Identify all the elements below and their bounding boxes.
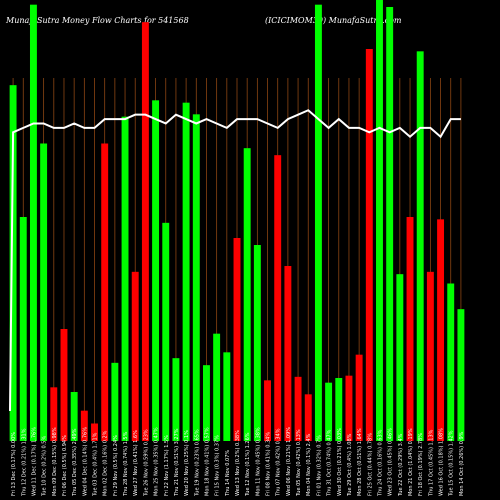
x-tick-label: Tue 29 Oct (0.4%) 1.08% (347, 433, 353, 497)
price-line (9, 109, 461, 412)
x-tick-label: Fri 08 Nov (0.41%) 0.34% (266, 432, 272, 496)
x-tick-label: Wed 27 Nov (0.41%) 1.6% (133, 430, 139, 496)
x-tick-label: Fri 18 Oct (0.19%) 2.78% (418, 433, 424, 496)
x-tick-label: Mon 18 Nov (0.41%) 0.57% (204, 427, 210, 496)
x-tick-label: Mon 04 Nov (0.1%) 2.4% (306, 433, 312, 496)
x-tick-label: Mon 02 Dec (0.16%) 0.2% (103, 430, 109, 496)
bar-down (60, 329, 68, 441)
bar-up (203, 365, 210, 441)
x-tick-label: Thu 12 Dec (0.21%) 1.31% (21, 428, 27, 497)
bar-up (243, 148, 251, 442)
x-tick-label: Thu 24 Oct (0.16%) 0.63% (377, 429, 383, 497)
bar-up (9, 85, 17, 442)
bar-down (304, 394, 312, 441)
bar-up (457, 309, 465, 441)
x-tick-label: Thu 31 Oct (0.74%) 0.47% (327, 429, 333, 497)
x-tick-label: Tue 19 Nov (0.23%) 0.65% (194, 429, 200, 497)
bar-down (274, 155, 282, 442)
site-name: (ICICIMOM30) MunafaSutra.com (265, 16, 402, 25)
bar-up (121, 116, 129, 442)
x-tick-label: Wed 30 Oct (0.21%) 0.03% (337, 428, 343, 496)
bar-up (172, 358, 180, 441)
x-tick-label: Mon 25 Nov (0.35%) 0.47% (154, 427, 160, 496)
x-tick-label: Fri 29 Nov (0.5%) 0.24% (113, 435, 119, 496)
bar-down (50, 387, 58, 441)
bar-up (447, 283, 455, 441)
x-tick-label: Thu 05 Dec (0.35%) 2.49% (72, 428, 78, 497)
x-tick-label: Wed 13 Nov (0.2%) 0.38% (235, 430, 241, 496)
x-tick-label: Mon 14 Oct (0.26%) 0.9% (459, 431, 465, 496)
bar-up (396, 274, 404, 441)
x-tick-label: Wed 23 Oct (0.45%) 0.46% (388, 428, 394, 496)
bar-up (70, 392, 78, 441)
x-tick-label: Wed 11 Dec (0.17%) 1.76% (31, 427, 37, 496)
bar-down (91, 423, 98, 441)
x-tick-label: Fri 22 Nov (1.17%) 1.5% (164, 435, 170, 496)
x-tick-label: Thu 07 Nov (0.42%) 0.34% (276, 428, 282, 497)
bar-up (19, 217, 27, 441)
bar-up (376, 0, 383, 441)
bar-down (345, 375, 353, 441)
bar-up (192, 114, 200, 441)
x-tick-label: Thu 28 Nov (0.74%) 1.5% (123, 431, 129, 497)
x-tick-label: Mon 28 Oct (0.51%) 1.64% (357, 428, 363, 496)
bar-down (406, 217, 414, 441)
x-tick-label: Tue 15 Oct (0.15%) 1.42% (449, 430, 455, 497)
bar-up (416, 51, 424, 441)
bar-up (40, 143, 48, 441)
x-tick-label: Tue 22 Oct (0.29%) 3.4% (398, 433, 404, 497)
bar-down (264, 380, 271, 441)
bar-up (182, 102, 190, 442)
x-tick-label: Thu 17 Oct (0.45%) 1.13% (428, 429, 434, 497)
bar-down (284, 266, 292, 441)
bar-down (437, 219, 445, 441)
x-tick-label: Fri 25 Oct (0.44%) 0.78% (367, 433, 373, 496)
bar-up (325, 382, 333, 441)
x-tick-label: Mon 11 Nov (0.45%) 0.38% (255, 427, 261, 496)
chart-title: MunafaSutra Money Flow Charts for 541568 (6, 16, 189, 25)
bar-down (141, 22, 149, 441)
x-tick-label: Fri 15 Nov (0.3%) 0.37% (215, 435, 221, 496)
x-tick-label: Fri 13 Dec (0.17%) 0.00% (11, 432, 17, 496)
bar-up (335, 378, 343, 441)
x-tick-label: Thu 14 Nov 0.07% (225, 450, 231, 497)
x-tick-label: Tue 10 Dec (0.2%) 0.5% (42, 436, 48, 497)
x-tick-label: Mon 09 Dec (0.15%) 0.98% (52, 427, 58, 496)
x-tick-label: Mon 21 Oct (1.04%) 0.19% (408, 428, 414, 496)
bar-up (314, 4, 322, 441)
x-tick-label: Wed 06 Nov (0.21%) 1.09% (286, 427, 292, 496)
bar-down (233, 238, 241, 441)
bar-up (253, 245, 261, 441)
bar-down (426, 271, 434, 441)
bar-up (29, 4, 37, 441)
x-tick-label: Tue 03 Dec (0.4%) 1.71% (93, 432, 99, 497)
x-tick-label: Wed 04 Dec (0.14%) 0.76% (82, 427, 88, 496)
bar-up (223, 352, 231, 441)
x-tick-label: Wed 20 Nov (0.25%) 0.1% (184, 430, 190, 496)
x-tick-label: Fri 06 Dec (0.5%) 0.94% (62, 435, 68, 496)
bar-down (80, 410, 88, 441)
bar-up (213, 333, 221, 441)
x-tick-label: Fri 01 Nov (0.32%) 0.7% (316, 435, 322, 496)
x-tick-label: Tue 05 Nov (0.42%) 0.13% (296, 429, 302, 497)
bar-up (152, 100, 160, 441)
x-tick-label: Thu 21 Nov (0.51%) 3.27% (174, 428, 180, 497)
bar-up (111, 362, 119, 441)
bar-down (355, 354, 363, 441)
x-tick-label: Tue 12 Nov (0.1%) 1.26% (245, 432, 251, 497)
bar-up (162, 222, 170, 441)
x-tick-label: Wed 16 Oct (0.18%) 1.08% (439, 428, 445, 496)
x-tick-label: Tue 26 Nov (0.59%) 0.23% (143, 429, 149, 497)
bar-down (101, 143, 109, 441)
bar-down (294, 376, 302, 441)
bar-up (386, 7, 394, 441)
bar-down (131, 271, 139, 441)
bar-down (365, 49, 373, 441)
